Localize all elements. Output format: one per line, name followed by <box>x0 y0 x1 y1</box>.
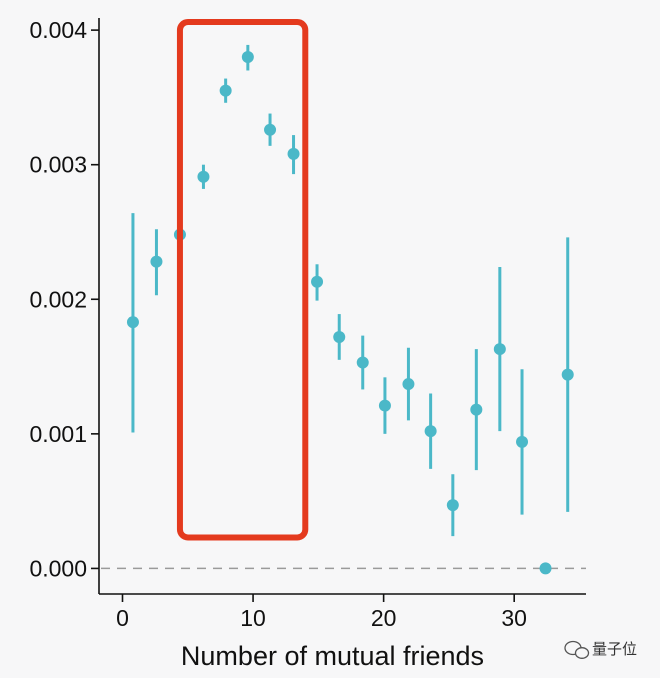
point-marker <box>311 275 324 288</box>
data-point <box>219 78 232 103</box>
watermark: 量子位 <box>564 640 637 659</box>
data-point <box>356 335 369 390</box>
data-point <box>333 314 346 360</box>
y-tick-label: 0.004 <box>29 17 87 43</box>
point-marker <box>470 403 483 416</box>
point-marker <box>516 435 529 448</box>
x-axis-title: Number of mutual friends <box>181 641 484 671</box>
y-tick-label: 0.000 <box>29 555 87 581</box>
point-marker <box>150 255 163 268</box>
point-marker <box>539 562 552 575</box>
highlight-box <box>176 19 309 541</box>
point-marker <box>197 170 210 183</box>
x-axis: 0 10 20 30 <box>99 593 586 631</box>
data-point <box>197 164 210 189</box>
data-point <box>287 135 300 175</box>
data-point <box>446 474 459 537</box>
point-marker <box>402 378 415 391</box>
data-points <box>126 44 574 575</box>
data-point <box>402 347 415 421</box>
point-marker <box>561 368 574 381</box>
data-point <box>264 113 277 146</box>
point-marker <box>424 425 437 438</box>
y-axis: 0.000 0.001 0.002 0.003 0.004 <box>29 17 100 594</box>
point-marker <box>264 123 277 136</box>
point-marker <box>126 316 139 329</box>
data-point <box>126 213 139 433</box>
x-tick-label: 20 <box>371 605 397 631</box>
data-point <box>516 369 529 515</box>
y-tick-label: 0.003 <box>29 152 87 178</box>
watermark-text: 量子位 <box>592 640 637 658</box>
data-point <box>311 264 324 301</box>
point-marker <box>241 51 254 64</box>
point-marker <box>493 343 506 356</box>
y-tick-label: 0.001 <box>29 421 87 447</box>
point-marker <box>378 399 391 412</box>
data-point <box>241 44 254 71</box>
point-marker <box>219 84 232 97</box>
point-marker <box>287 147 300 160</box>
data-point <box>150 229 163 296</box>
data-point <box>493 266 506 432</box>
data-point <box>470 349 483 471</box>
data-point <box>424 393 437 469</box>
wechat-icon <box>564 640 590 659</box>
x-tick-label: 30 <box>501 605 527 631</box>
data-point <box>561 237 574 512</box>
point-marker <box>446 499 459 512</box>
y-tick-label: 0.002 <box>29 286 87 312</box>
point-marker <box>356 356 369 369</box>
data-point <box>378 377 391 434</box>
point-marker <box>333 330 346 343</box>
x-tick-label: 0 <box>116 605 129 631</box>
x-tick-label: 10 <box>240 605 266 631</box>
data-point <box>539 562 552 575</box>
